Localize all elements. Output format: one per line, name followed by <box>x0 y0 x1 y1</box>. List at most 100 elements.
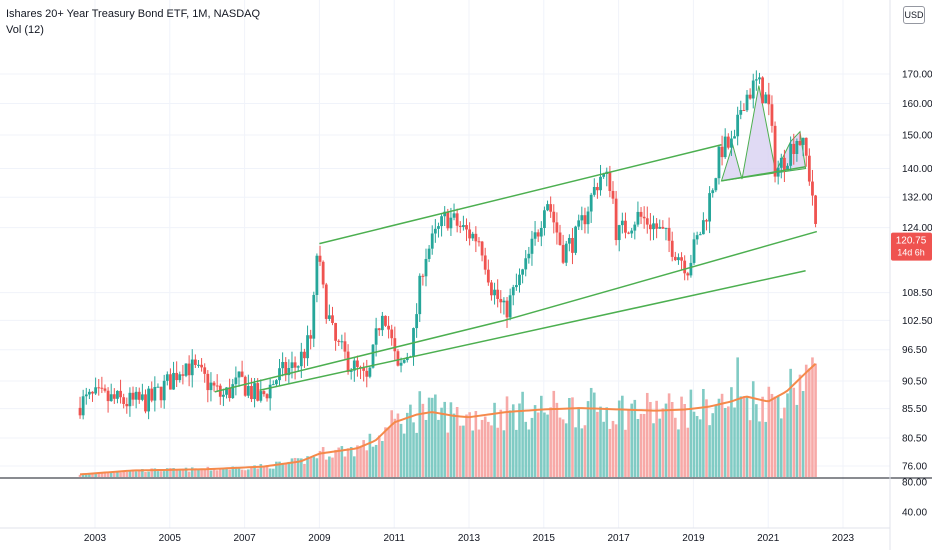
candle-body <box>754 79 758 81</box>
candle-body <box>505 300 509 318</box>
candle-body <box>97 387 101 389</box>
price-candles <box>78 70 817 420</box>
volume-bar <box>268 468 272 477</box>
candle-body <box>162 380 166 401</box>
volume-bar <box>384 427 387 477</box>
volume-bar <box>558 417 562 477</box>
volume-bar <box>502 430 506 477</box>
time-tick-label: 2005 <box>159 533 182 544</box>
candle-body <box>240 371 244 377</box>
volume-bar <box>586 401 590 477</box>
candle-body <box>673 256 677 261</box>
trendline <box>319 144 722 245</box>
volume-bar <box>287 461 291 477</box>
volume-bar <box>356 445 359 477</box>
symbol-title[interactable]: Ishares 20+ Year Treasury Bond ETF, 1M, … <box>6 8 261 20</box>
candle-body <box>792 143 796 154</box>
volume-bar <box>343 456 347 477</box>
volume-bar <box>293 457 297 477</box>
volume-bar <box>568 398 571 477</box>
volume-bar <box>499 409 503 477</box>
volume-bar <box>231 466 235 477</box>
volume-bar <box>761 396 764 477</box>
volume-bar <box>175 468 178 477</box>
volume-bar <box>137 470 141 477</box>
volume-bar <box>645 392 649 477</box>
candle-body <box>443 211 447 217</box>
volume-bar <box>717 398 721 477</box>
candle-body <box>680 257 683 261</box>
candle-body <box>770 104 774 126</box>
volume-bar <box>228 469 231 477</box>
candle-body <box>518 274 521 286</box>
candle-body <box>94 387 98 394</box>
currency-button[interactable]: USD <box>903 6 925 24</box>
volume-bar <box>125 471 129 477</box>
volume-bar <box>452 413 456 477</box>
volume-bar <box>465 414 468 477</box>
candle-body <box>91 391 94 394</box>
candle-body <box>256 383 260 401</box>
volume-bar <box>808 368 811 477</box>
volume-bar <box>440 407 443 477</box>
volume-bar <box>306 456 309 477</box>
volume-bar <box>134 471 138 477</box>
candle-body <box>496 289 500 299</box>
candle-body <box>536 232 540 237</box>
volume-bar <box>103 473 107 477</box>
volume-bar <box>300 458 303 477</box>
volume-bar <box>331 457 334 477</box>
volume-indicator-label[interactable]: Vol (12) <box>6 24 44 36</box>
volume-bar <box>275 461 278 477</box>
volume-bar <box>633 399 637 477</box>
volume-bar <box>798 374 802 477</box>
volume-bar <box>362 440 365 477</box>
candle-body <box>212 382 216 386</box>
volume-bar <box>116 472 119 477</box>
volume-bar <box>689 389 693 477</box>
volume-bar <box>811 357 814 477</box>
candle-body <box>627 232 630 234</box>
volume-bar <box>281 463 284 477</box>
trendline <box>214 319 505 393</box>
candle-body <box>303 351 306 359</box>
candle-body <box>290 362 294 368</box>
volume-bar <box>237 467 241 477</box>
volume-bar <box>359 446 362 477</box>
volume-bar <box>483 416 487 477</box>
volume-bar <box>377 435 381 477</box>
volume-bar <box>727 406 730 477</box>
volume-bar <box>664 403 668 477</box>
price-tick-label: 90.50 <box>902 376 927 387</box>
candle-body <box>122 397 126 404</box>
volume-bar <box>521 391 524 477</box>
volume-bar <box>720 393 724 477</box>
candle-body <box>636 211 640 225</box>
candle-body <box>287 367 291 376</box>
time-tick-label: 2023 <box>832 533 855 544</box>
candle-body <box>599 176 602 191</box>
volume-bar <box>530 417 534 477</box>
candle-body <box>147 388 151 412</box>
candle-body <box>789 143 793 166</box>
volume-bar <box>564 423 568 477</box>
volume-bar <box>290 458 294 477</box>
price-tick-label: 108.50 <box>902 288 932 299</box>
candle-body <box>430 233 434 249</box>
candle-body <box>543 210 546 228</box>
candle-body <box>524 258 528 270</box>
volume-bar <box>427 397 431 477</box>
candle-body <box>701 220 705 235</box>
volume-bar <box>692 411 696 477</box>
candle-body <box>318 255 322 262</box>
candle-body <box>655 223 659 229</box>
price-tick-label: 76.00 <box>902 462 927 473</box>
candle-body <box>172 372 175 390</box>
candle-body <box>246 386 250 396</box>
volume-bar <box>751 381 755 477</box>
volume-bar <box>109 472 113 477</box>
volume-bar <box>234 466 238 477</box>
candle-body <box>764 94 768 104</box>
candle-body <box>250 386 253 400</box>
